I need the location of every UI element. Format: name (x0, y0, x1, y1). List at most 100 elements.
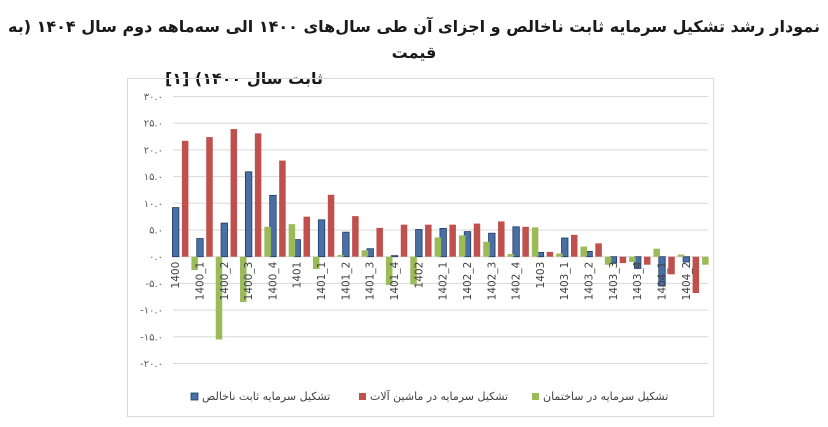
x-tick-label: 1403_1 (559, 262, 571, 301)
bar-machinery (254, 133, 262, 257)
x-tick-label: 1400_3 (243, 262, 255, 301)
bar-gross (658, 256, 666, 287)
y-tick-label: ۱۰.۰ (144, 199, 163, 210)
bar-machinery (546, 251, 554, 257)
bar-machinery (473, 223, 481, 257)
x-tick-label: 1403_2 (584, 262, 596, 301)
bar-gross (220, 222, 228, 258)
chart-title-line-1: نمودار رشد تشکیل سرمایه ثابت ناخالص و اج… (8, 17, 820, 62)
x-tick-label: 1400_4 (267, 261, 279, 300)
bar-machinery (692, 256, 700, 294)
y-tick-label: ۲۰.۰ (144, 145, 163, 156)
bar-gross (512, 226, 520, 258)
bar-machinery (230, 129, 238, 257)
legend-swatch (359, 393, 366, 400)
x-tick-label: 1401_2 (340, 262, 352, 301)
bar-gross (172, 207, 180, 258)
bar-gross (317, 219, 326, 258)
bar-machinery (449, 224, 456, 257)
x-tick-label: 1400 (170, 262, 182, 289)
bar-construction (337, 255, 344, 257)
bar-construction (604, 256, 612, 265)
legend-label: تشکیل سرمایه در ماشین آلات (370, 389, 508, 403)
bar-construction (191, 256, 198, 271)
bar-gross (415, 229, 423, 258)
bar-gross (196, 238, 204, 258)
bar-machinery (595, 243, 602, 257)
bar-machinery (498, 221, 505, 257)
bar-construction (240, 256, 247, 303)
legend-label: تشکیل سرمایه در ساختمان (543, 390, 668, 403)
bar-construction (702, 256, 709, 265)
legend-swatch (532, 393, 539, 400)
bar-construction (410, 256, 417, 285)
y-tick-label: -۱۰.۰ (140, 306, 163, 317)
x-tick-label: 1403 (535, 262, 547, 289)
bar-gross (634, 256, 642, 269)
bar-construction (215, 256, 223, 340)
bar-machinery (643, 256, 651, 265)
bar-construction (653, 248, 660, 257)
legend-swatch (190, 392, 199, 401)
x-tick-label: 1400_2 (219, 262, 231, 301)
x-tick-label: 1403_4 (632, 261, 644, 300)
bar-machinery (571, 234, 578, 257)
x-tick-label: 1402_4 (511, 261, 523, 300)
bar-construction (313, 256, 320, 269)
bar-construction (677, 254, 685, 257)
y-tick-label: -۱۵.۰ (140, 332, 163, 343)
x-tick-label: 1402_1 (438, 262, 450, 301)
bar-construction (629, 256, 636, 263)
bar-machinery (522, 226, 529, 257)
x-tick-label: 1401_4 (389, 261, 401, 300)
bar-construction (580, 246, 587, 257)
bar-construction (361, 250, 369, 257)
chart-frame: ۳۰.۰ ۲۵.۰ ۲۰.۰ ۱۵.۰ ۱۰.۰ ۵.۰ ۰.۰ -۵.۰ -۱۰.۰ -۱۵.۰… (127, 78, 714, 417)
x-tick-label: 1402_2 (462, 262, 474, 301)
bar-machinery (400, 224, 408, 257)
x-tick-label: 1401_1 (316, 262, 328, 301)
y-tick-label: ۵.۰ (149, 226, 163, 237)
bar-construction (264, 226, 271, 257)
y-tick-label: ۰.۰ (149, 252, 163, 263)
bar-construction (531, 227, 539, 257)
bar-gross (682, 256, 690, 263)
x-tick-label: 1403_3 (608, 262, 620, 301)
bar-gross (269, 194, 277, 258)
x-tick-label: 1404_2 (681, 262, 693, 301)
x-tick-label: 1402_3 (486, 262, 498, 301)
bar-gross (390, 255, 399, 258)
y-tick-label: -۲۰.۰ (140, 359, 163, 370)
bar-machinery (327, 194, 335, 257)
bar-machinery (425, 224, 432, 257)
bar-machinery (181, 140, 189, 257)
legend-label: تشکیل سرمایه ثابت ناخالص (202, 390, 330, 403)
bar-gross (244, 171, 253, 258)
bar-construction (385, 256, 393, 285)
y-tick-label: ۳۰.۰ (144, 92, 163, 103)
bar-machinery (279, 160, 286, 257)
y-tick-label: ۲۵.۰ (144, 119, 163, 130)
y-tick-label: -۵.۰ (145, 279, 163, 290)
x-tick-label: 1401_3 (365, 262, 377, 301)
bar-machinery (206, 137, 213, 257)
x-tick-label: 1404_1 (657, 262, 669, 301)
bar-construction (458, 235, 466, 257)
bar-construction (288, 224, 296, 257)
bar-gross (342, 231, 350, 258)
y-tick-label: ۱۵.۰ (144, 172, 163, 183)
bar-construction (556, 253, 563, 257)
bar-machinery (619, 256, 627, 264)
bar-machinery (303, 216, 310, 257)
bar-machinery (668, 256, 675, 275)
x-tick-label: 1400_1 (194, 262, 206, 301)
x-tick-label: 1402 (413, 262, 425, 289)
bar-machinery (352, 216, 359, 257)
x-tick-label: 1401 (292, 262, 304, 289)
bar-gross (561, 237, 569, 258)
bar-construction (507, 254, 515, 257)
bar-chart: ۳۰.۰ ۲۵.۰ ۲۰.۰ ۱۵.۰ ۱۰.۰ ۵.۰ ۰.۰ -۵.۰ -۱۰.۰ -۱۵.۰… (140, 92, 709, 403)
bar-construction (434, 237, 442, 257)
bar-machinery (376, 227, 383, 257)
bar-construction (483, 241, 490, 257)
